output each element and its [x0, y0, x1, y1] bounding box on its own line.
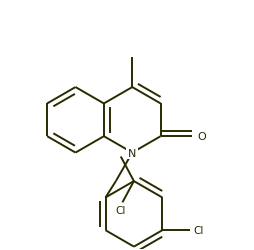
Text: N: N	[128, 148, 136, 158]
Text: Cl: Cl	[116, 205, 126, 215]
Text: Cl: Cl	[194, 225, 204, 235]
Text: O: O	[197, 132, 206, 142]
